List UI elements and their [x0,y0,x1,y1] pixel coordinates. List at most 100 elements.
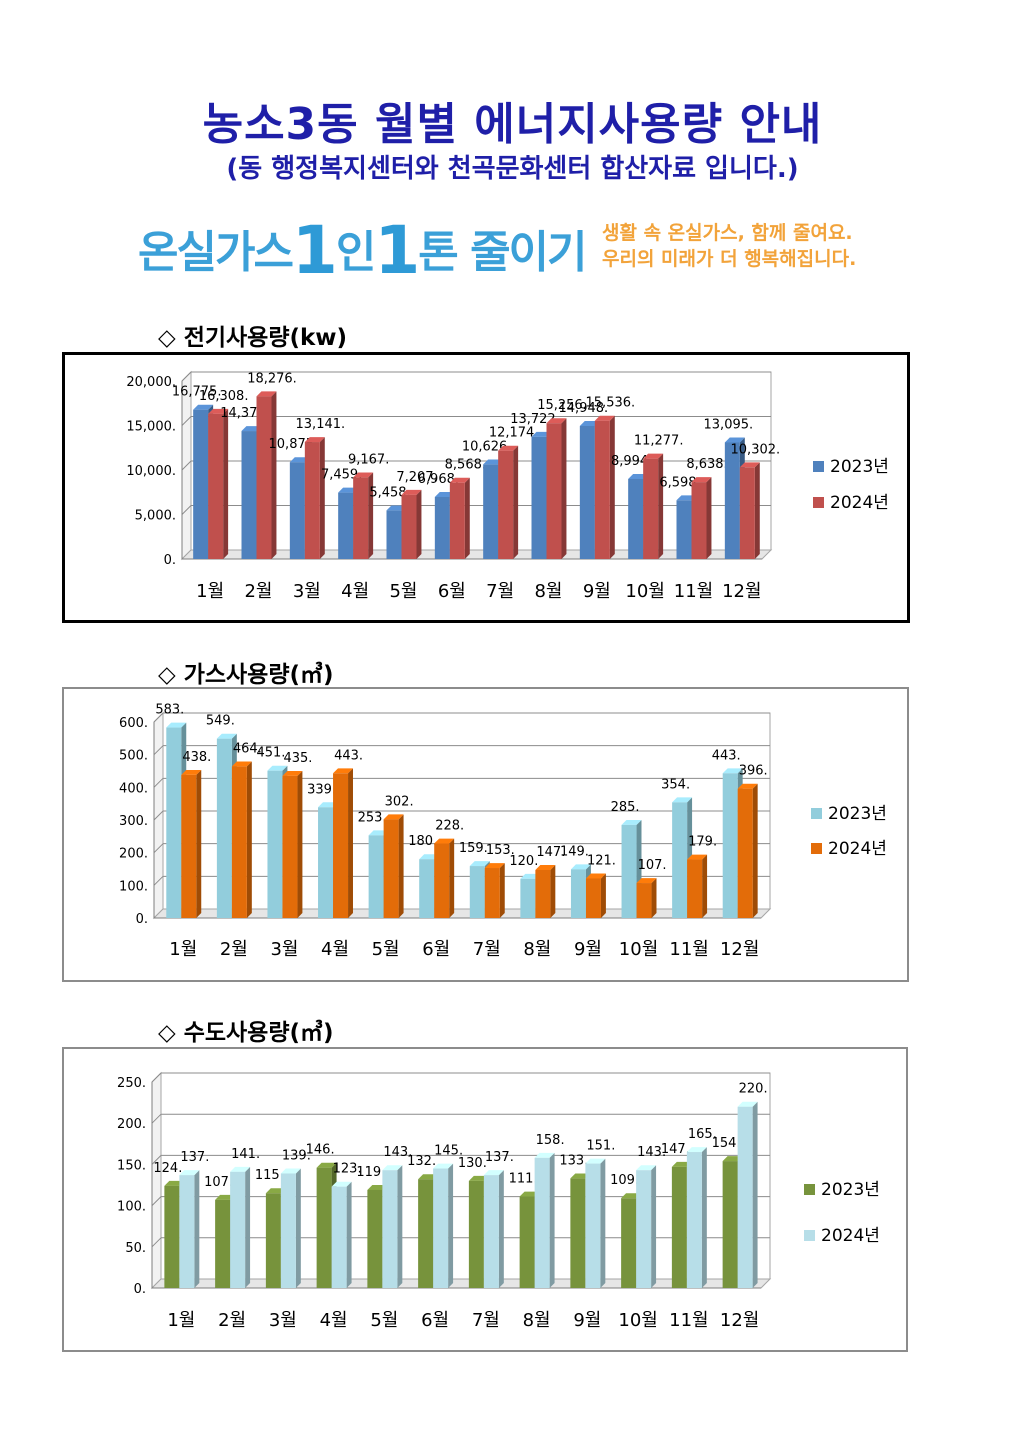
bar-group-4: 339. 443. [307,748,363,918]
bar-group-7: 130.137. [458,1150,514,1288]
data-label: 154. [712,1136,741,1151]
bar-group-6: 180.228. [408,819,464,918]
bar-top [484,863,505,869]
gas-chart-svg: 0. 100. 200. 300. 400. 500. 600. 583. 438. 1월 549.… [119,703,887,960]
y-tick-label: 5,000. [135,509,176,524]
bar [215,1199,231,1288]
bar [267,770,283,918]
bar-side [754,462,760,559]
data-label: 179. [688,835,717,850]
bar [724,442,740,559]
bar-side [223,408,229,559]
bar-top [643,453,664,459]
data-label: 147. [536,845,565,860]
bar-group-9: 133.151. [559,1139,615,1288]
x-tick-label: 1월 [169,939,197,960]
gridline [181,460,192,471]
water-section-title: ◇ 수도사용량(㎥) [158,1013,334,1047]
x-tick-label: 6월 [438,581,466,602]
water-section-label: 수도사용량(㎥) [183,1020,334,1046]
data-label: 253. [358,810,387,825]
data-label: 109. [610,1173,639,1188]
bar [686,1152,702,1288]
bar [289,462,305,559]
y-tick-label: 0. [136,912,148,927]
bar-side [549,1152,555,1288]
bar [179,1175,195,1288]
bar [534,1157,550,1288]
bar-top [338,487,359,493]
bar-top [401,489,422,495]
legend-label: 2024년 [830,493,889,513]
bar [621,824,637,918]
bar-top [280,1168,301,1174]
diamond-icon: ◇ [158,662,176,688]
data-label: 339. [307,782,336,797]
data-label: 6,598. [659,475,700,490]
x-tick-label: 7월 [486,581,514,602]
bar-top [433,1163,454,1169]
y-tick-label: 600. [119,716,148,731]
bar [468,1180,484,1288]
bar-top [316,1162,337,1168]
bar [531,436,547,559]
data-label: 137. [485,1150,514,1165]
legend-swatch [804,1230,815,1241]
banner-number-1: 1 [291,212,338,289]
data-label: 8,568. [445,458,486,473]
bar [671,1166,687,1288]
water-chart: 0. 50. 100. 150. 200. 250. 124. 137. 1월 107. 141. 2… [62,1047,908,1352]
bar-group-12: 443.396. [712,748,768,918]
bar [498,450,514,559]
bar-top [585,1158,606,1164]
bar [367,1189,383,1288]
bar-top [534,1152,555,1158]
gridline [151,1113,162,1124]
x-tick-label: 4월 [321,939,349,960]
bar-top [367,1184,388,1190]
legend-swatch [811,808,822,819]
data-label: 285. [611,800,640,815]
electric-chart-svg: 0. 5,000. 10,000. 15,000. 20,000.16,775.16,3… [126,370,889,602]
bar-group-8: 120.147. [509,845,565,918]
data-label: 13,141. [296,417,346,432]
y-tick-label: 15,000. [126,420,176,435]
bar [737,1106,753,1288]
bar-side [499,863,505,918]
data-label: 15,536. [586,396,636,411]
bar-group-6: 6,968.8,568. [418,458,486,559]
data-label: 115. [255,1168,284,1183]
bar [164,1185,180,1288]
bar-group-1: 583. 438. [155,703,211,918]
bar-side [297,770,303,918]
bar-side [449,838,455,918]
plot-side-wall [151,1071,162,1290]
x-tick-label: 5월 [370,1310,398,1331]
bar-side [561,418,567,559]
x-tick-label: 3월 [293,581,321,602]
bar-side [196,769,202,918]
bar-side [600,1158,606,1288]
x-tick-label: 2월 [244,581,272,602]
bar-top [570,864,591,870]
bar-group-3: 115. 139. [255,1148,311,1288]
legend-swatch [804,1184,815,1195]
legend-swatch [813,497,824,508]
data-label: 435. [283,751,312,766]
gridline [153,810,164,821]
y-tick-label: 200. [119,847,148,862]
bar-side [706,477,712,559]
data-label: 153. [486,843,515,858]
bar [282,775,298,918]
data-label: 5,458. [369,485,410,500]
data-label: 451. [256,746,285,761]
bar-group-10: 285. 107. [611,800,667,918]
x-tick-label: 10월 [619,939,658,960]
bar [570,1178,586,1288]
bar-side [246,761,252,918]
data-label: 7,207. [396,470,437,485]
bar-top [267,765,288,771]
bar-top [382,1165,403,1171]
bar-side [194,1170,200,1288]
x-tick-label: 12월 [720,1310,759,1331]
